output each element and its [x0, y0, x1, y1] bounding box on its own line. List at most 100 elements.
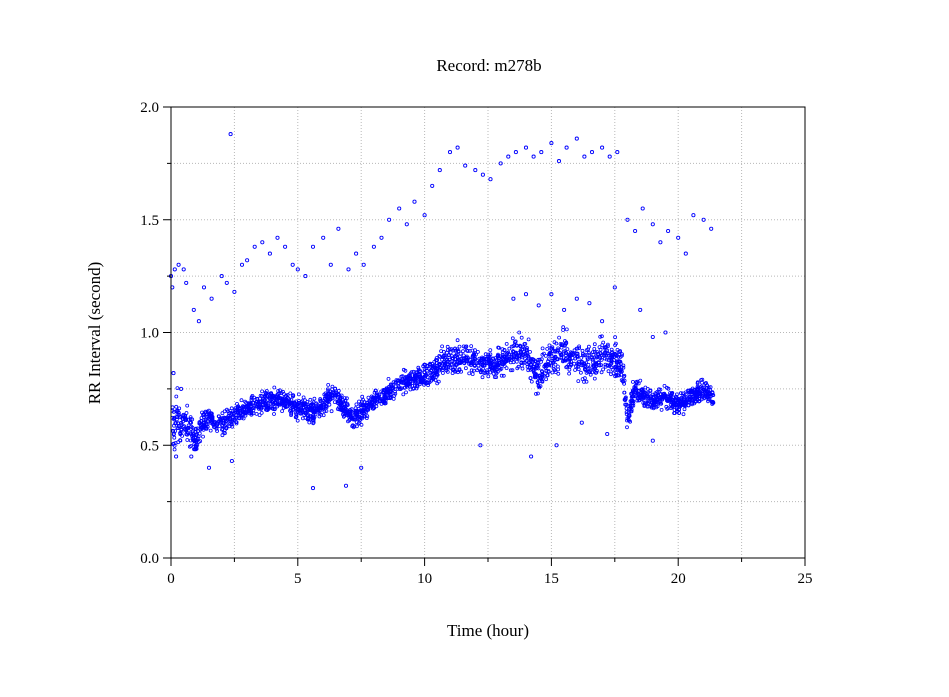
outlier-point — [488, 177, 493, 182]
data-point — [618, 354, 623, 359]
data-point — [201, 434, 205, 439]
data-point — [658, 392, 663, 396]
data-point — [191, 435, 195, 440]
data-point — [631, 401, 636, 406]
data-point — [330, 384, 335, 389]
data-point — [343, 412, 348, 416]
data-point — [408, 387, 413, 392]
data-point — [295, 409, 300, 414]
data-point — [520, 355, 525, 360]
data-point — [249, 396, 254, 400]
outlier-point — [171, 371, 176, 376]
data-point — [220, 433, 225, 438]
data-point — [353, 417, 357, 422]
outlier-point — [191, 307, 196, 312]
data-point — [336, 399, 341, 404]
outlier-point — [303, 274, 308, 279]
data-point — [572, 348, 577, 353]
outlier-point — [612, 285, 617, 290]
data-point — [328, 394, 333, 399]
data-point — [614, 361, 619, 366]
data-point — [569, 363, 573, 368]
data-point — [621, 363, 626, 368]
data-point — [428, 368, 433, 373]
data-point — [544, 364, 549, 369]
data-point — [418, 380, 423, 385]
data-point — [609, 372, 613, 377]
data-point — [300, 403, 305, 408]
data-point — [671, 395, 675, 400]
data-point — [514, 359, 519, 364]
data-point — [422, 366, 427, 371]
x-tick-label: 0 — [167, 571, 175, 587]
data-point — [364, 403, 369, 408]
data-point — [622, 378, 627, 383]
data-point — [519, 335, 524, 340]
data-point — [360, 394, 365, 399]
data-point — [526, 337, 531, 342]
x-axis-label: Time (hour) — [447, 621, 529, 640]
data-point — [440, 344, 445, 349]
data-point — [516, 356, 521, 361]
data-point — [351, 417, 356, 422]
data-point — [486, 360, 491, 365]
outlier-point — [666, 228, 671, 234]
data-point — [628, 419, 632, 424]
data-point — [542, 351, 546, 356]
outlier-point — [224, 280, 229, 285]
data-point — [207, 414, 212, 419]
data-point — [528, 376, 533, 381]
data-point — [236, 410, 241, 415]
data-point — [234, 421, 239, 426]
y-tick-label: 1.5 — [140, 213, 159, 229]
data-point — [500, 355, 505, 360]
data-point — [430, 376, 435, 380]
data-point — [543, 353, 548, 358]
data-point — [193, 429, 198, 434]
data-point — [199, 416, 204, 420]
data-point — [244, 410, 249, 415]
outlier-point — [473, 168, 478, 173]
data-point — [546, 357, 551, 362]
data-point — [289, 413, 294, 418]
data-point — [445, 359, 450, 364]
data-point — [256, 405, 261, 410]
data-point — [252, 395, 257, 400]
outlier-point — [536, 303, 541, 308]
data-point — [461, 349, 465, 354]
data-point — [537, 357, 542, 362]
data-point — [536, 357, 541, 362]
data-point — [610, 355, 615, 360]
data-point — [172, 435, 177, 440]
data-point — [494, 375, 499, 380]
outlier-point — [549, 141, 554, 146]
data-point — [337, 407, 342, 412]
outlier-point — [371, 244, 376, 249]
data-point — [537, 379, 542, 384]
data-point — [172, 447, 177, 452]
outlier-point — [562, 307, 567, 312]
data-point — [700, 386, 705, 390]
data-point — [410, 383, 415, 388]
outlier-point — [437, 168, 442, 173]
data-point — [617, 365, 621, 370]
data-point — [469, 344, 474, 349]
data-point — [288, 400, 293, 405]
outlier-point — [206, 465, 212, 470]
data-point — [374, 400, 379, 405]
data-point — [345, 403, 350, 407]
y-tick-label: 2.0 — [140, 100, 159, 116]
data-point — [600, 343, 605, 348]
data-point — [613, 374, 617, 379]
data-point — [584, 379, 589, 384]
outlier-point — [209, 296, 214, 301]
data-point — [620, 352, 624, 357]
data-point — [275, 404, 280, 409]
chart-title: Record: m278b — [436, 56, 541, 75]
data-point — [511, 349, 515, 354]
data-point — [178, 431, 183, 436]
data-point — [349, 407, 354, 412]
data-point — [628, 403, 633, 408]
data-point — [541, 373, 546, 378]
data-point — [229, 422, 234, 427]
